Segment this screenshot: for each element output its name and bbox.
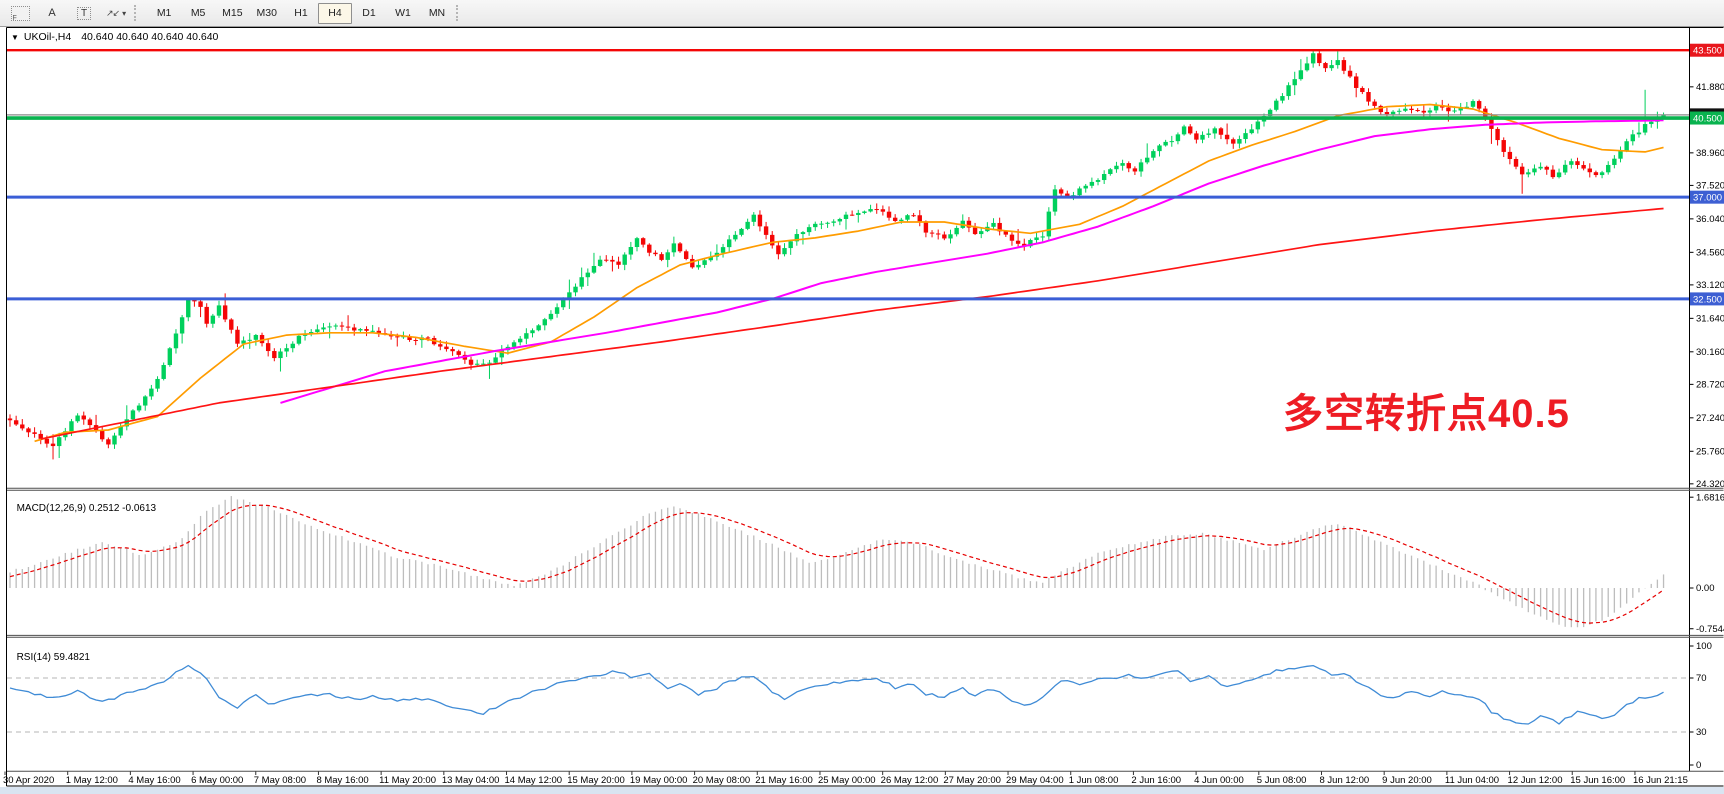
svg-text:1.6816: 1.6816 — [1696, 492, 1724, 503]
time-label: 21 May 16:00 — [755, 775, 813, 786]
svg-text:100: 100 — [1696, 641, 1712, 652]
time-label: 4 May 16:00 — [128, 775, 180, 786]
rsi-pane — [7, 664, 1690, 733]
svg-text:40.500: 40.500 — [1693, 113, 1722, 124]
arrows-icon: ↗↙ — [106, 7, 120, 18]
timeframe-mn-button[interactable]: MN — [428, 7, 446, 19]
svg-text:0: 0 — [1696, 760, 1701, 771]
svg-text:31.640: 31.640 — [1696, 314, 1724, 325]
time-label: 6 May 00:00 — [191, 775, 243, 786]
price-badge-40.500: 40.500 — [1690, 111, 1724, 125]
pane-borders — [6, 27, 1724, 787]
time-label: 5 Jun 08:00 — [1257, 775, 1307, 786]
time-label: 30 Apr 2020 — [3, 775, 54, 786]
time-label: 20 May 08:00 — [693, 775, 751, 786]
time-label: 27 May 20:00 — [943, 775, 1001, 786]
time-axis[interactable]: 30 Apr 2020 1 May 12:00 4 May 16:00 6 May 0… — [3, 771, 1688, 787]
macd-pane — [9, 496, 1665, 628]
time-label: 11 Jun 04:00 — [1445, 775, 1499, 786]
time-label: 14 May 12:00 — [505, 775, 563, 786]
svg-text:24.320: 24.320 — [1696, 479, 1724, 490]
svg-text:37.000: 37.000 — [1693, 193, 1722, 204]
svg-text:25.760: 25.760 — [1696, 446, 1724, 457]
chevron-down-icon: ▾ — [122, 8, 127, 18]
time-label: 2 Jun 16:00 — [1131, 775, 1181, 786]
time-label: 19 May 00:00 — [630, 775, 688, 786]
ma-mid-magenta — [280, 119, 1664, 404]
chart-plot-area[interactable] — [7, 28, 1690, 788]
price-axis[interactable]: 41.880 38.960 37.520 36.040 34.560 33.120 31.6… — [1689, 28, 1724, 771]
ma-slow-red — [40, 207, 1664, 440]
time-label: 25 May 00:00 — [818, 775, 876, 786]
timeframe-m1-button[interactable]: M1 — [156, 7, 172, 19]
time-label: 16 Jun 21:15 — [1633, 775, 1688, 786]
timeframe-w1-button[interactable]: W1 — [395, 7, 411, 19]
letter-a-icon: A — [48, 7, 56, 19]
price-badge-43.500: 43.500 — [1690, 43, 1724, 57]
svg-text:43.500: 43.500 — [1693, 46, 1722, 57]
macd-signal-line — [9, 504, 1664, 624]
svg-text:0.00: 0.00 — [1696, 583, 1715, 594]
timeframe-m30-button[interactable]: M30 — [256, 7, 277, 19]
svg-text:36.040: 36.040 — [1696, 214, 1724, 225]
svg-text:30: 30 — [1696, 727, 1707, 738]
time-label: 1 May 12:00 — [66, 775, 118, 786]
text-tool-button[interactable]: T — [68, 2, 100, 24]
time-label: 8 Jun 12:00 — [1319, 775, 1369, 786]
timeframe-d1-button[interactable]: D1 — [362, 7, 376, 19]
svg-text:32.500: 32.500 — [1693, 294, 1722, 305]
time-label: 13 May 04:00 — [442, 775, 500, 786]
ohlc-quotes: 40.640 40.640 40.640 40.640 — [81, 31, 219, 43]
symbol-timeframe-label: UKOil-,H4 — [23, 31, 72, 43]
label-tool-button[interactable]: A — [36, 2, 68, 24]
time-label: 7 May 08:00 — [254, 775, 306, 786]
ma-fast-orange — [34, 103, 1664, 443]
svg-text:27.240: 27.240 — [1696, 413, 1724, 424]
macd-indicator-label: MACD(12,26,9) 0.2512 -0.0613 — [16, 503, 157, 514]
arrow-objects-button[interactable]: ↗↙ ▾ — [100, 2, 132, 24]
time-label: 8 May 16:00 — [316, 775, 368, 786]
top-toolbar: F A T ↗↙ ▾ M1 M5 M15 M30 H1 H4 D1 W1 MN — [0, 0, 1724, 27]
svg-text:37.520: 37.520 — [1696, 181, 1724, 192]
moving-average-lines — [34, 103, 1664, 443]
time-label: 29 May 04:00 — [1006, 775, 1064, 786]
svg-text:30.160: 30.160 — [1696, 347, 1724, 358]
svg-text:70: 70 — [1696, 673, 1707, 684]
timeframe-h1-button[interactable]: H1 — [294, 7, 308, 19]
toolbar-grip-2 — [455, 5, 463, 21]
symbol-collapse-icon[interactable]: ▼ — [11, 32, 19, 42]
indicator-window-button[interactable]: F — [4, 2, 36, 24]
toolbar-grip — [134, 5, 141, 21]
rsi-indicator-label: RSI(14) 59.4821 — [16, 652, 90, 663]
time-label: 11 May 20:00 — [379, 775, 436, 786]
dotted-grid-f-icon: F — [10, 5, 30, 22]
chart-title-bar: ▼ UKOil-,H4 40.640 40.640 40.640 40.640 — [11, 31, 218, 43]
time-label: 15 May 20:00 — [567, 775, 625, 786]
time-label: 4 Jun 00:00 — [1194, 775, 1244, 786]
svg-text:38.960: 38.960 — [1696, 148, 1724, 159]
svg-text:33.120: 33.120 — [1696, 280, 1724, 291]
price-badge-37.000: 37.000 — [1690, 190, 1724, 204]
svg-text:-0.7544: -0.7544 — [1696, 624, 1724, 635]
trader-annotation-text: 多空转折点40.5 — [1283, 392, 1570, 436]
svg-text:28.720: 28.720 — [1696, 380, 1724, 391]
text-box-icon: T — [76, 6, 92, 20]
time-label: 9 Jun 20:00 — [1382, 775, 1432, 786]
rsi-line — [9, 664, 1664, 725]
timeframe-h4-button[interactable]: H4 — [317, 2, 352, 24]
time-label: 26 May 12:00 — [881, 775, 939, 786]
time-label: 1 Jun 08:00 — [1069, 775, 1119, 786]
window-status-strip — [0, 787, 1724, 794]
timeframe-m5-button[interactable]: M5 — [190, 7, 206, 19]
svg-text:41.880: 41.880 — [1696, 82, 1724, 93]
svg-text:34.560: 34.560 — [1696, 248, 1724, 259]
timeframe-m15-button[interactable]: M15 — [222, 7, 243, 19]
level-lines — [7, 49, 1690, 301]
price-badge-32.500: 32.500 — [1690, 292, 1724, 306]
time-label: 12 Jun 12:00 — [1508, 775, 1563, 786]
time-label: 15 Jun 16:00 — [1570, 775, 1625, 786]
